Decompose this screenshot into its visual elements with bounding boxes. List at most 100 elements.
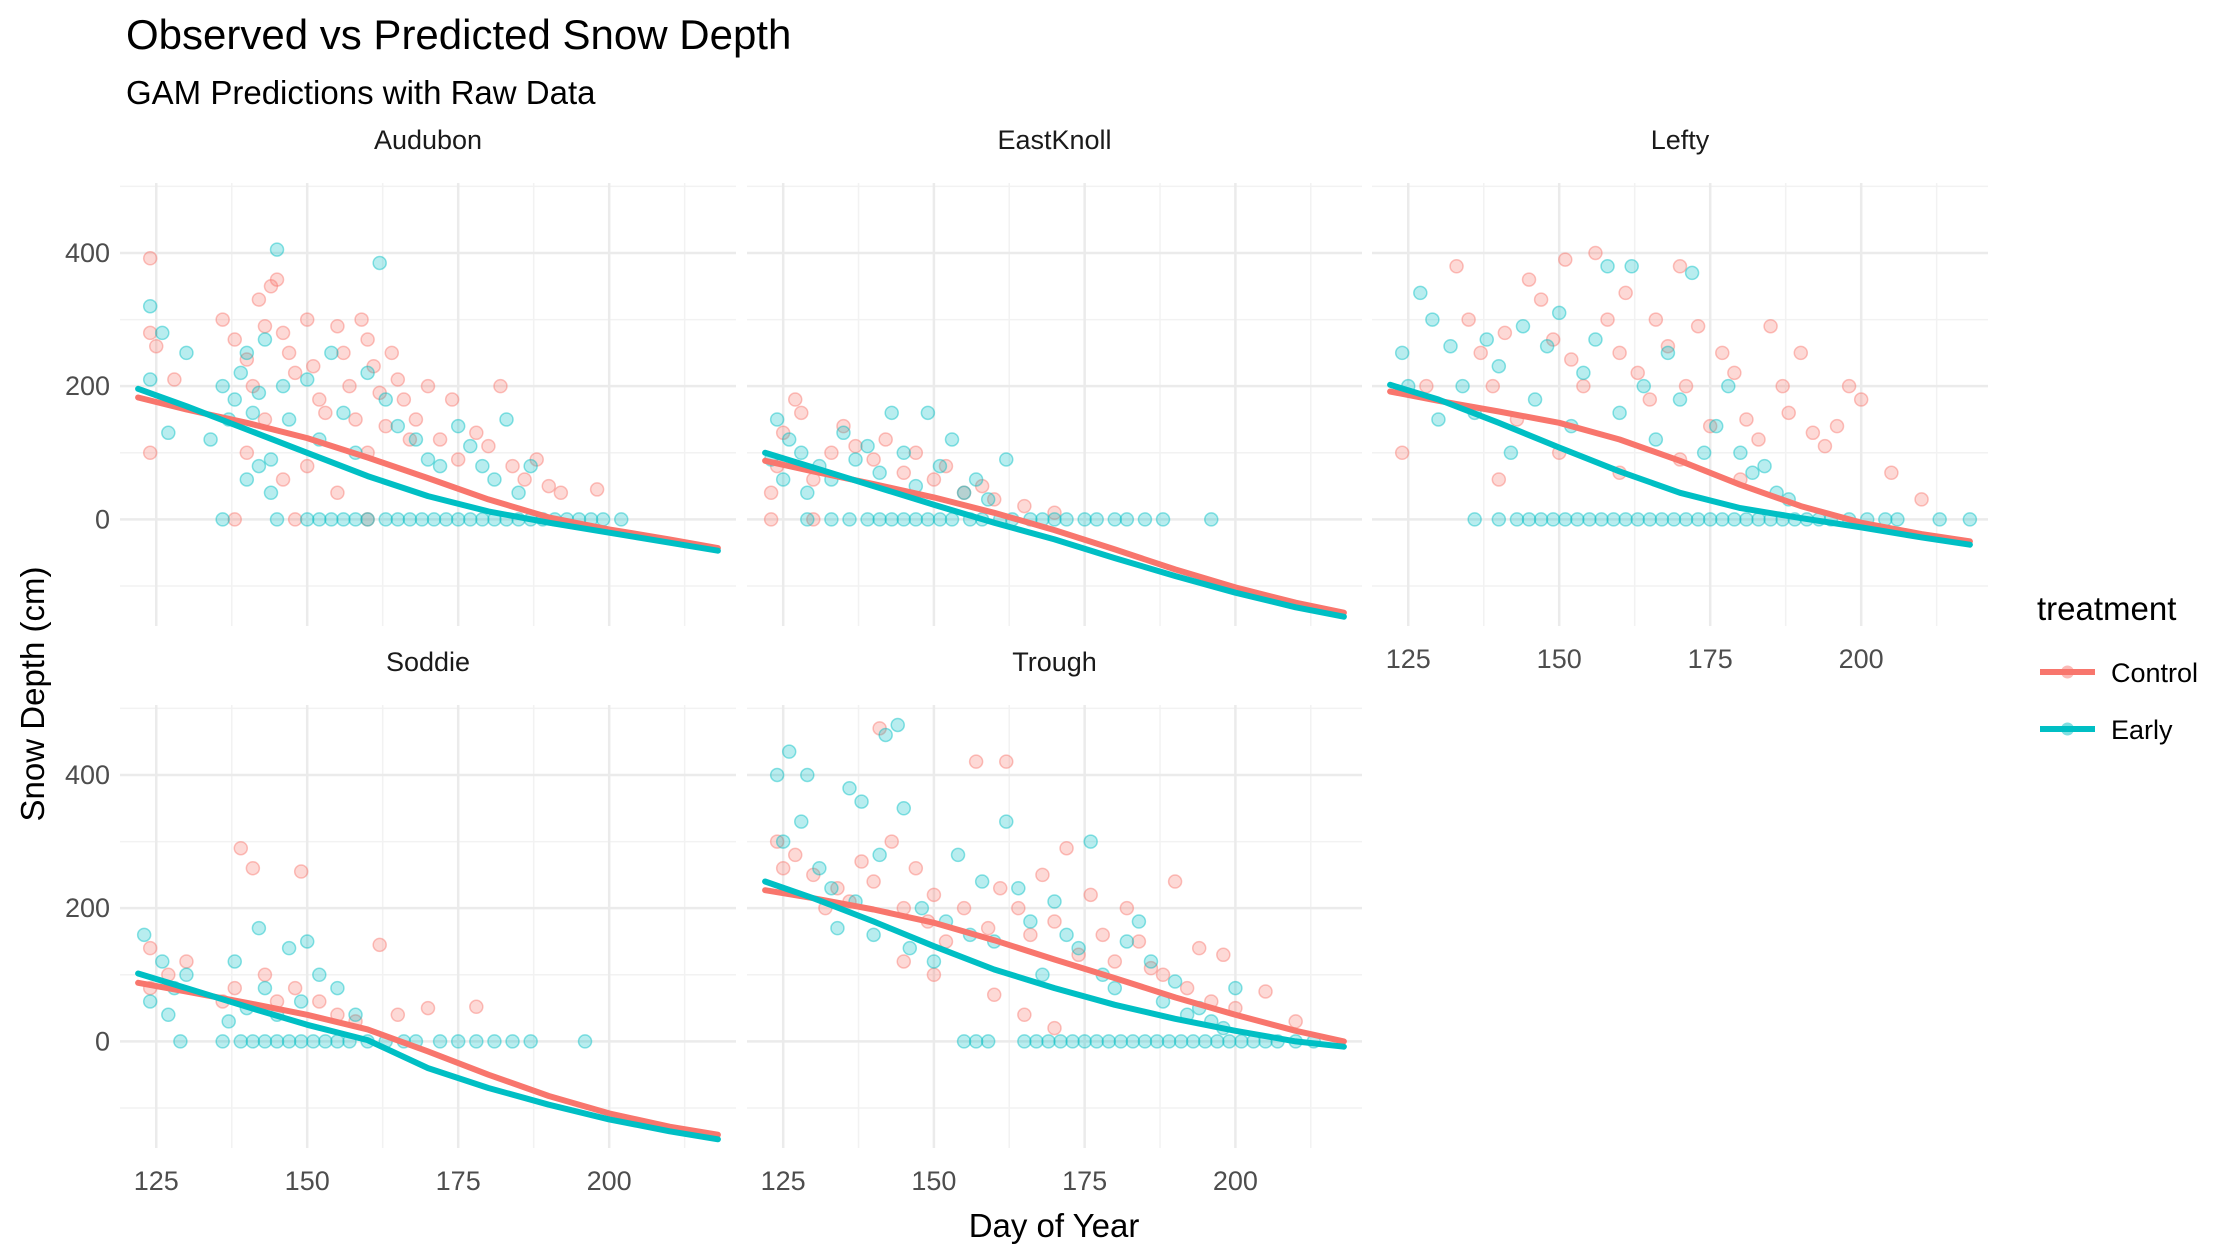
point-control: [1047, 505, 1062, 521]
point-early: [1545, 512, 1561, 527]
point-early: [775, 834, 791, 849]
point-early: [155, 325, 170, 341]
point-control: [1829, 418, 1845, 434]
point-control: [775, 860, 791, 876]
point-early: [1077, 512, 1092, 527]
point-early: [980, 492, 996, 507]
point-early: [956, 485, 972, 501]
x-tick-label: 200: [587, 1166, 632, 1196]
point-early: [1539, 338, 1555, 354]
point-early: [974, 874, 990, 889]
point-early: [999, 814, 1014, 829]
point-control: [1678, 378, 1694, 394]
point-control: [968, 754, 984, 769]
point-early: [775, 472, 791, 487]
point-early: [896, 512, 912, 527]
point-early: [999, 452, 1014, 467]
point-early: [1173, 1034, 1189, 1049]
point-control: [1011, 900, 1026, 916]
point-control: [142, 940, 158, 956]
point-early: [824, 880, 839, 896]
point-early: [318, 1034, 333, 1049]
point-early: [1600, 259, 1615, 274]
point-control: [1485, 378, 1501, 394]
point-control: [481, 438, 496, 454]
point-early: [1089, 1034, 1104, 1049]
point-early: [1431, 412, 1446, 427]
point-control: [1035, 867, 1050, 883]
point-control: [763, 512, 779, 527]
point-control: [806, 512, 821, 527]
point-early: [595, 512, 611, 527]
point-early: [239, 472, 255, 487]
panel-label-lefty: Lefty: [1651, 125, 1710, 155]
point-early: [1890, 512, 1905, 527]
point-control: [360, 332, 375, 347]
point-early: [257, 980, 273, 996]
point-early: [487, 472, 502, 487]
panel-trough: Trough 125 150 175 200: [747, 647, 1362, 1196]
x-tick-label: 125: [1386, 644, 1431, 674]
point-early: [438, 512, 454, 527]
point-control: [1660, 338, 1676, 354]
point-control: [342, 378, 357, 394]
point-early: [1119, 934, 1135, 949]
point-control: [505, 458, 520, 474]
point-control: [233, 840, 249, 856]
point-control: [167, 372, 182, 387]
point-control: [769, 834, 785, 849]
point-early: [896, 801, 912, 816]
point-control: [299, 458, 315, 474]
point-control: [227, 980, 242, 996]
point-early: [1149, 1034, 1165, 1049]
point-control: [926, 967, 942, 983]
point-early: [1413, 285, 1428, 301]
point-control: [1648, 312, 1664, 327]
point-control: [1143, 960, 1159, 976]
point-early: [926, 954, 942, 969]
point-early: [950, 847, 966, 863]
point-early: [426, 512, 442, 527]
point-early: [336, 405, 351, 421]
point-early: [360, 512, 375, 527]
point-control: [830, 880, 845, 896]
point-early: [281, 1034, 297, 1049]
point-early: [914, 900, 930, 916]
point-control: [1564, 352, 1579, 367]
point-control: [884, 834, 899, 849]
point-control: [908, 445, 924, 461]
point-early: [275, 378, 291, 394]
point-control: [1793, 345, 1809, 361]
point-control: [1131, 934, 1147, 949]
point-control: [390, 1007, 406, 1023]
point-control: [1600, 312, 1615, 327]
point-early: [324, 345, 339, 361]
x-tick-label: 175: [1688, 644, 1733, 674]
point-early: [142, 298, 158, 314]
point-early: [475, 512, 490, 527]
point-control: [938, 458, 954, 474]
point-control: [420, 378, 436, 394]
point-early: [1570, 512, 1585, 527]
point-control: [1672, 259, 1688, 274]
point-early: [136, 927, 152, 943]
fit-line-early: [135, 385, 721, 554]
x-tick-label: 175: [436, 1166, 481, 1196]
point-early: [523, 1034, 538, 1049]
point-early: [968, 472, 984, 487]
point-early: [1684, 265, 1700, 281]
point-early: [1161, 1034, 1177, 1049]
x-tick-label: 200: [1213, 1166, 1258, 1196]
point-control: [1258, 984, 1273, 999]
point-control: [372, 937, 387, 953]
fit-line-early: [762, 878, 1347, 1050]
point-control: [1071, 947, 1086, 963]
point-control: [402, 432, 418, 447]
point-control: [1853, 392, 1869, 407]
point-early: [469, 1034, 484, 1049]
point-early: [239, 345, 255, 361]
panel-lefty: Lefty 125 150 175 200: [1372, 125, 1988, 674]
fit-line-early: [1387, 381, 1973, 548]
point-early: [872, 847, 887, 863]
